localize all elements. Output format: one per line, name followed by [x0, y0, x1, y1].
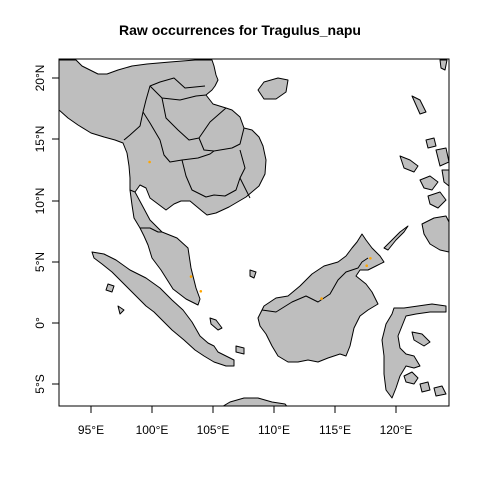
map-title: Raw occurrences for Tragulus_napu — [119, 22, 361, 38]
x-axis — [90, 406, 397, 413]
occurrence-point — [365, 264, 369, 268]
x-tick-label: 95°E — [78, 423, 104, 437]
land-sulawesi — [381, 303, 447, 399]
x-tick-label: 115°E — [319, 423, 351, 437]
y-tick-label: 20°N — [33, 65, 47, 92]
occurrence-point — [199, 290, 203, 293]
y-axis — [52, 77, 59, 385]
y-tick-label: 15°N — [33, 126, 47, 153]
x-tick-label: 105°E — [197, 423, 230, 437]
land-sumatra — [91, 251, 235, 367]
y-tick-label: 5°N — [33, 252, 47, 272]
occurrence-point — [369, 257, 372, 260]
x-tick-label: 110°E — [258, 423, 290, 437]
occurrence-point — [189, 275, 193, 278]
plot-frame — [58, 58, 450, 407]
occurrence-point — [320, 297, 323, 300]
y-tick-label: 10°N — [33, 188, 47, 215]
occurrence-point — [148, 160, 151, 164]
y-tick-label: 5°S — [33, 374, 47, 393]
y-tick-label: 0° — [33, 317, 47, 329]
land-mainland — [59, 59, 267, 306]
x-tick-label: 100°E — [136, 423, 169, 437]
land-palawan — [383, 225, 409, 251]
land-hainan — [257, 77, 289, 100]
land-java — [222, 397, 288, 406]
x-tick-label: 120°E — [380, 423, 413, 437]
occurrence-points — [148, 160, 372, 300]
land-mindanao — [421, 215, 449, 253]
